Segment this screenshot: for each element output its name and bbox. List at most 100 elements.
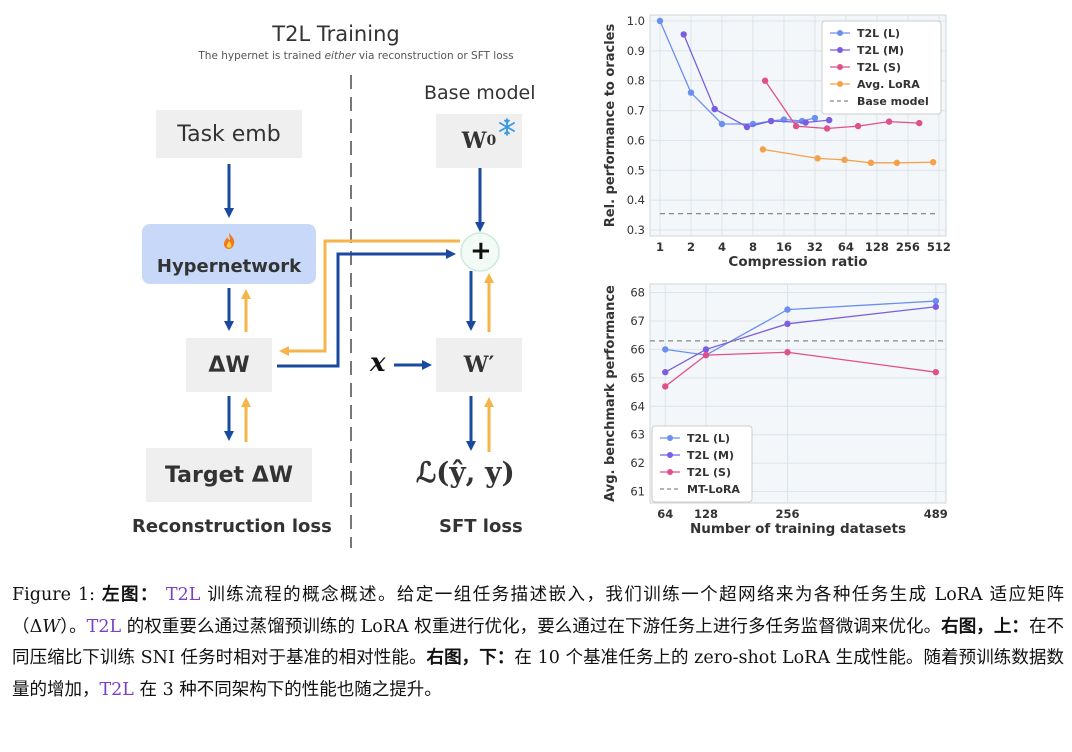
- x-tick-label: 16: [776, 240, 792, 254]
- legend-marker: [837, 30, 843, 36]
- y-tick-label: 64: [630, 399, 645, 413]
- data-point: [811, 114, 819, 122]
- data-point: [784, 306, 791, 313]
- x-axis-label: Number of training datasets: [690, 521, 906, 537]
- training-datasets-chart: 61 62 63 64 65 66 67 68 64 128 256 489 Number of tra…: [603, 283, 948, 537]
- data-point: [759, 146, 767, 153]
- data-point: [680, 31, 687, 38]
- data-point: [825, 116, 833, 124]
- delta-w-box: ΔW: [186, 338, 272, 392]
- data-point: [916, 119, 923, 127]
- legend-box: [821, 20, 942, 115]
- x-tick-label: 128: [865, 240, 889, 254]
- data-point: [867, 159, 875, 167]
- legend-marker: [837, 64, 843, 70]
- x-input-symbol: x: [370, 348, 386, 378]
- data-point: [854, 122, 862, 130]
- compression-ratio-chart: 0.3 0.4 0.5 0.6 0.7 0.8 0.9 1.0 1 2 4 8 16 32 64 128 256…: [603, 14, 951, 270]
- legend-entry: MT-LoRA: [687, 483, 740, 496]
- y-tick-label: 67: [630, 314, 645, 328]
- y-tick-label: 0.9: [627, 44, 645, 58]
- data-point: [662, 346, 669, 353]
- figure-caption: Figure 1: 左图： T2L 训练流程的概念概述。给定一组任务描述嵌入，我…: [12, 585, 1065, 700]
- y-tick-label: 0.8: [627, 74, 645, 88]
- data-point: [932, 297, 940, 305]
- legend-entry: Avg. LoRA: [857, 78, 920, 91]
- series-line-2: [764, 80, 920, 130]
- y-tick-label: 1.0: [627, 14, 645, 28]
- data-point: [802, 119, 809, 126]
- x-tick-label: 8: [749, 240, 757, 254]
- hypernetwork-box: Hypernetwork: [142, 224, 316, 284]
- snowflake-icon: [498, 116, 516, 142]
- x-tick-label: 256: [775, 507, 799, 521]
- data-point: [656, 17, 664, 25]
- plus-symbol: +: [470, 236, 492, 266]
- legend-entry: T2L (L): [857, 27, 900, 40]
- base-model-label: Base model: [424, 82, 536, 104]
- y-axis-label: Rel. performance to oracles: [603, 24, 618, 228]
- data-point: [784, 349, 791, 356]
- y-tick-label: 0.4: [627, 193, 645, 207]
- series-line-1: [683, 34, 830, 128]
- y-tick-label: 61: [630, 485, 645, 499]
- series-line-2: [664, 351, 936, 387]
- diagram-subtitle: The hypernet is trained either via recon…: [198, 50, 514, 62]
- data-point: [885, 118, 893, 125]
- legend-marker: [837, 81, 843, 87]
- data-point: [893, 159, 901, 167]
- x-tick-label: 489: [924, 507, 948, 521]
- legend-entry: T2L (M): [857, 44, 904, 57]
- target-delta-w-box: Target ΔW: [146, 448, 312, 502]
- legend-marker: [837, 47, 843, 53]
- arrow-deltaw-to-plus: [277, 249, 456, 368]
- y-tick-label: 0.7: [627, 104, 645, 118]
- legend-box: [651, 425, 753, 503]
- data-point: [743, 123, 751, 131]
- x-tick-label: 4: [718, 240, 726, 254]
- y-tick-label: 63: [630, 428, 645, 442]
- x-tick-label: 256: [896, 240, 920, 254]
- data-point: [932, 368, 940, 376]
- legend-entry: T2L (L): [687, 432, 730, 445]
- x-axis-label: Compression ratio: [728, 254, 867, 270]
- sft-loss-label: SFT loss: [439, 516, 523, 537]
- data-point: [718, 120, 726, 128]
- fire-icon: [221, 232, 237, 254]
- legend-entry: T2L (M): [687, 449, 734, 462]
- y-tick-label: 0.5: [627, 163, 645, 177]
- data-point: [687, 89, 695, 96]
- w-prime-box: W′: [436, 338, 522, 392]
- legend-entry: Base model: [857, 95, 929, 108]
- data-point: [761, 77, 769, 84]
- data-point: [814, 155, 821, 162]
- y-tick-label: 0.3: [627, 223, 645, 237]
- y-tick-label: 66: [630, 342, 645, 356]
- arrow-plus-to-deltaw: [279, 239, 460, 356]
- y-tick-label: 62: [630, 456, 645, 470]
- series-line-0: [665, 300, 936, 356]
- legend-entry: T2L (S): [857, 61, 901, 74]
- y-tick-label: 65: [630, 371, 645, 385]
- data-point: [784, 320, 791, 328]
- data-point: [932, 303, 940, 310]
- y-tick-label: 68: [630, 286, 645, 300]
- legend-marker: [667, 469, 673, 475]
- task-emb-box: Task emb: [156, 110, 302, 158]
- data-point: [823, 125, 831, 132]
- series-line-3: [762, 148, 934, 164]
- loss-expression: ℒ(ŷ, y): [416, 456, 515, 489]
- hypernetwork-label: Hypernetwork: [156, 255, 302, 277]
- diagram-title: T2L Training: [272, 22, 400, 46]
- t2l-training-diagram: T2L Training The hypernet is trained eit…: [0, 0, 580, 560]
- data-point: [767, 117, 775, 125]
- x-tick-label: 64: [657, 507, 673, 521]
- x-tick-label: 512: [927, 240, 951, 254]
- x-tick-label: 2: [687, 240, 695, 254]
- x-tick-label: 32: [807, 240, 823, 254]
- data-point: [702, 351, 710, 359]
- x-tick-label: 64: [838, 240, 854, 254]
- data-point: [711, 105, 718, 113]
- legend-marker: [667, 435, 673, 441]
